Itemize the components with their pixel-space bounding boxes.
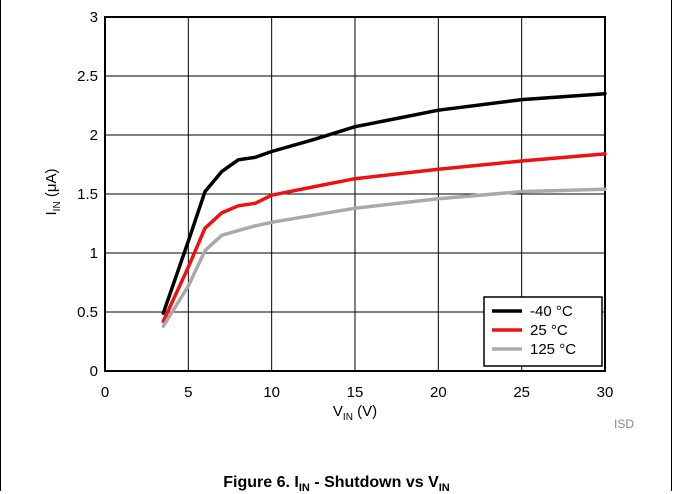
legend: -40 °C 25 °C 125 °C	[483, 296, 603, 367]
series-line-2	[161, 187, 607, 328]
series-line-0	[161, 91, 607, 315]
y-tick-label: 2.5	[77, 68, 98, 85]
x-tick-label: 25	[513, 384, 530, 401]
y-axis-label: IIN (μA)	[43, 169, 63, 216]
series-line-1	[161, 152, 607, 324]
page-border-right	[671, 0, 672, 491]
y-tick-label: 0.5	[77, 304, 98, 321]
page-border-left	[0, 0, 1, 491]
y-tick-label: 2	[90, 127, 98, 144]
x-axis-ticks: 0 5 10 15 20 25 30	[101, 384, 614, 401]
watermark-label: ISD	[614, 417, 634, 431]
x-tick-label: 20	[430, 384, 447, 401]
figure-caption: Figure 6. IIN - Shutdown vs VIN	[223, 474, 450, 494]
y-tick-label: 0	[90, 363, 98, 380]
legend-entry-label: 25 °C	[530, 322, 568, 339]
y-tick-label: 1.5	[77, 186, 98, 203]
plot-area-frame	[104, 16, 606, 372]
legend-entry-label: 125 °C	[530, 341, 576, 358]
x-tick-label: 5	[184, 384, 192, 401]
y-tick-label: 1	[90, 245, 98, 262]
legend-entry-label: -40 °C	[530, 303, 573, 320]
x-tick-label: 15	[347, 384, 364, 401]
x-tick-label: 30	[597, 384, 614, 401]
x-tick-label: 0	[101, 384, 109, 401]
y-axis-ticks: 0 0.5 1 1.5 2 2.5 3	[77, 9, 98, 380]
y-tick-label: 3	[90, 9, 98, 26]
data-series	[161, 91, 607, 328]
x-axis-label: VIN (V)	[333, 403, 377, 423]
x-tick-label: 10	[263, 384, 280, 401]
